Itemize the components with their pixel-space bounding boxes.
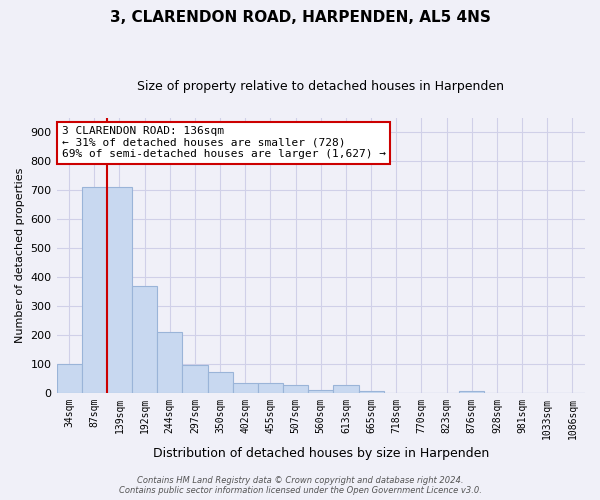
Bar (359, 391, 383, 392)
Y-axis label: Number of detached properties: Number of detached properties (15, 168, 25, 343)
Text: 3 CLARENDON ROAD: 136sqm
← 31% of detached houses are smaller (728)
69% of semi-: 3 CLARENDON ROAD: 136sqm ← 31% of detach… (62, 126, 386, 159)
Bar (258, 382, 283, 392)
Title: Size of property relative to detached houses in Harpenden: Size of property relative to detached ho… (137, 80, 504, 93)
Bar (308, 390, 334, 392)
Bar (157, 332, 182, 392)
Bar (283, 386, 308, 392)
Bar (459, 391, 484, 392)
Bar (233, 382, 258, 392)
Bar (334, 386, 359, 392)
Bar (107, 187, 132, 392)
Bar (82, 187, 107, 392)
Text: 3, CLARENDON ROAD, HARPENDEN, AL5 4NS: 3, CLARENDON ROAD, HARPENDEN, AL5 4NS (110, 10, 490, 25)
Bar (182, 365, 208, 392)
Bar (56, 364, 82, 392)
X-axis label: Distribution of detached houses by size in Harpenden: Distribution of detached houses by size … (152, 447, 489, 460)
Bar (208, 372, 233, 392)
Bar (132, 286, 157, 393)
Text: Contains HM Land Registry data © Crown copyright and database right 2024.
Contai: Contains HM Land Registry data © Crown c… (119, 476, 481, 495)
